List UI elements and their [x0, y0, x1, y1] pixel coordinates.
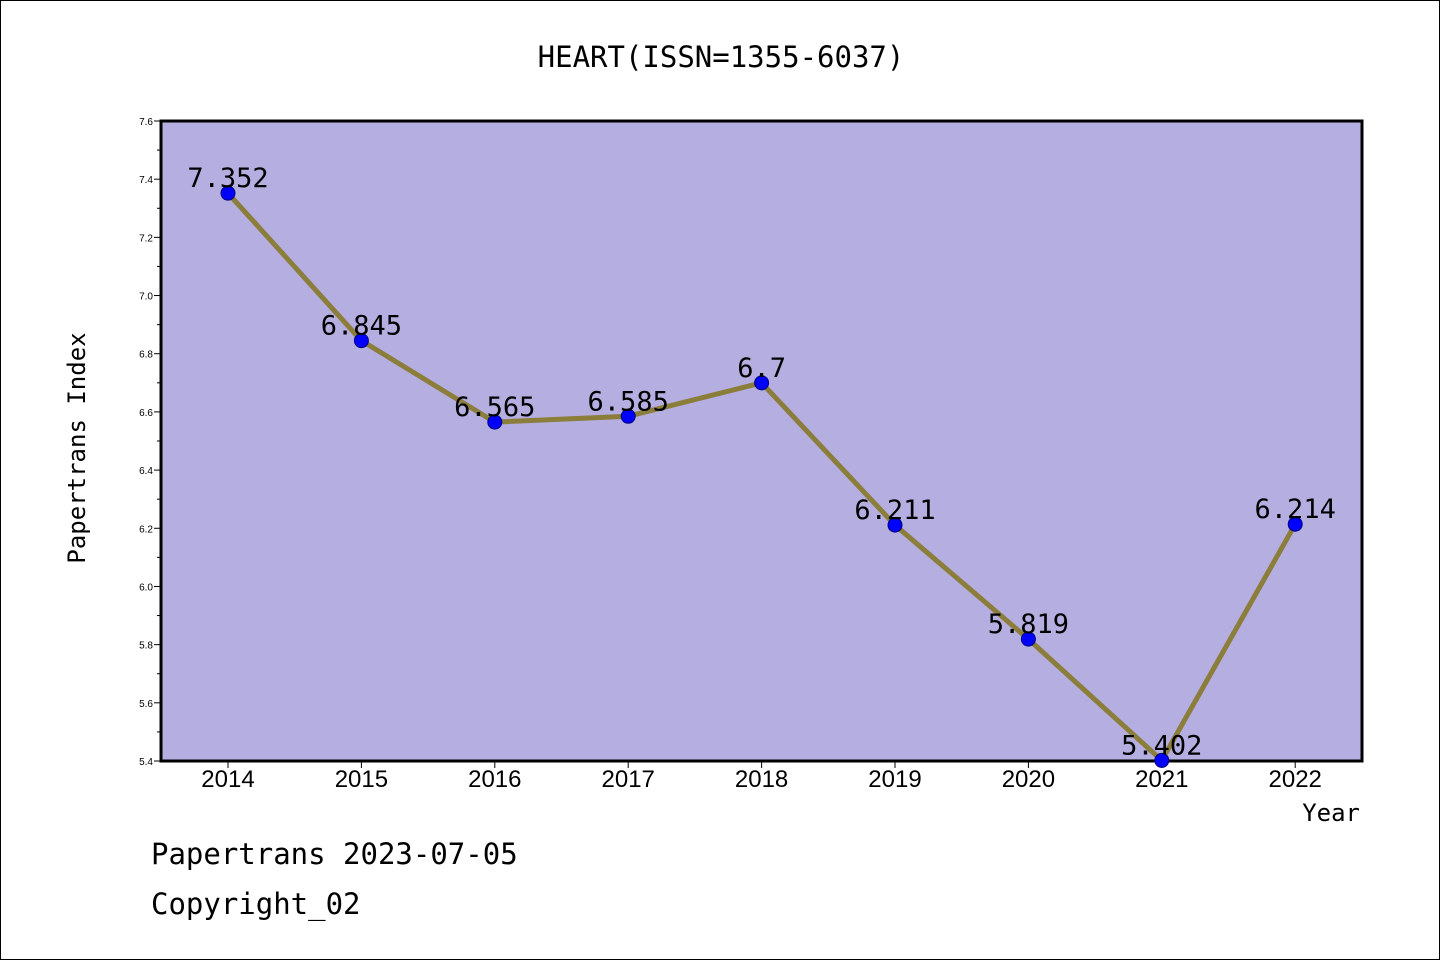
data-point [1020, 631, 1036, 647]
y-axis-label: Papertrans Index [63, 332, 91, 563]
data-label: 5.819 [988, 609, 1069, 640]
x-tick-label: 2019 [868, 766, 921, 793]
y-tick-label: 5.4 [139, 757, 153, 768]
data-point [754, 375, 770, 391]
x-tick-label: 2020 [1002, 766, 1055, 793]
series-layer [220, 185, 1303, 768]
data-label: 7.352 [187, 163, 268, 194]
y-tick-label: 6.6 [139, 408, 153, 419]
y-tick-label: 5.8 [139, 641, 153, 652]
y-tick-label: 6.2 [139, 524, 153, 535]
y-tick-label: 7.4 [139, 175, 153, 186]
x-axis-label: Year [1302, 799, 1360, 827]
footer-date: Papertrans 2023-07-05 [151, 837, 518, 871]
data-label: 6.7 [737, 353, 786, 384]
chart-title: HEART(ISSN=1355-6037) [538, 40, 905, 74]
x-tick-label: 2015 [335, 766, 388, 793]
data-point [220, 185, 236, 201]
y-tick-label: 5.6 [139, 699, 153, 710]
x-tick-label: 2018 [735, 766, 788, 793]
x-axis: 2014 2015 2016 2017 2018 2019 2020 2021 2022 [201, 761, 1322, 793]
y-tick-label: 6.4 [139, 466, 153, 477]
plot-area [159, 119, 1364, 763]
data-label: 6.211 [854, 495, 935, 526]
data-label: 6.565 [454, 392, 535, 423]
y-tick-label: 7.0 [139, 292, 153, 303]
data-label: 6.845 [321, 311, 402, 342]
footer-copyright: Copyright_02 [151, 887, 361, 921]
data-label: 6.214 [1255, 494, 1336, 525]
data-label-layer: 7.352 6.845 6.565 6.585 6.7 6.211 5.819 5.402 6.… [187, 163, 1335, 761]
y-tick-label: 7.6 [139, 117, 153, 128]
x-tick-label: 2016 [468, 766, 521, 793]
data-point [353, 333, 369, 349]
x-tick-label: 2014 [201, 766, 254, 793]
data-label: 6.585 [588, 386, 669, 417]
data-point [620, 408, 636, 424]
x-tick-label: 2022 [1269, 766, 1322, 793]
y-tick-label: 6.0 [139, 582, 153, 593]
data-point [1287, 516, 1303, 532]
y-tick-label: 6.8 [139, 350, 153, 361]
data-point [887, 517, 903, 533]
y-tick-label: 7.2 [139, 233, 153, 244]
data-point [1154, 752, 1170, 768]
data-label: 5.402 [1121, 730, 1202, 761]
x-tick-label: 2017 [602, 766, 655, 793]
data-point [487, 414, 503, 430]
y-axis: 5.4 5.6 5.8 6.0 6.2 6.4 6.6 6.8 7.0 7.2 7.4 7.6 [139, 117, 161, 768]
x-tick-label: 2021 [1135, 766, 1188, 793]
